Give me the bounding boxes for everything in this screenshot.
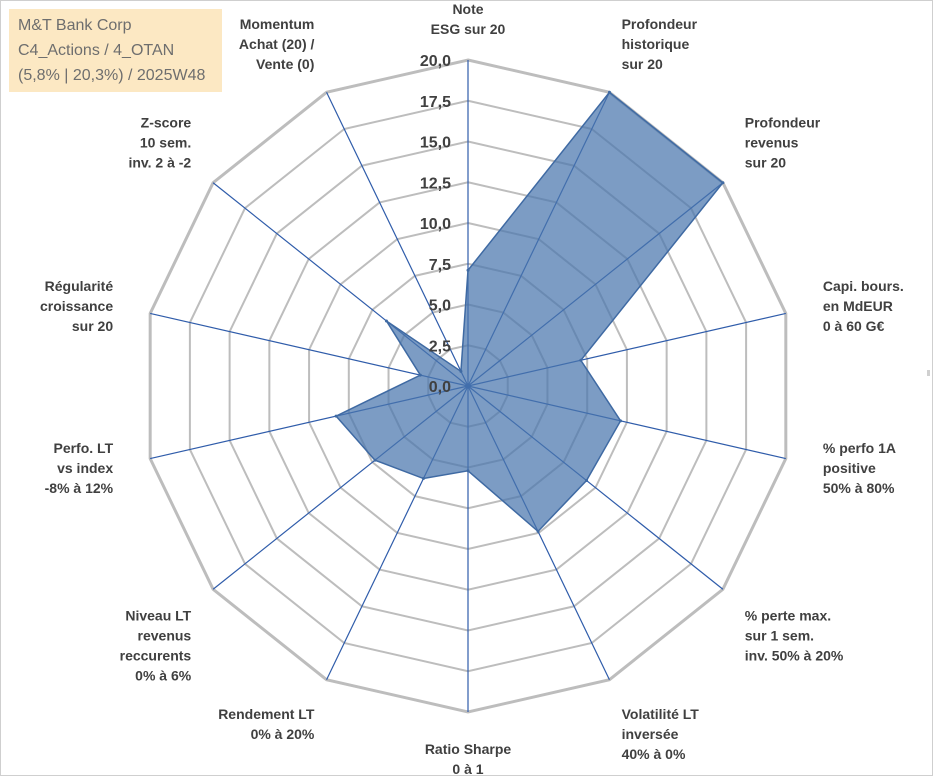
axis-label: revenus: [138, 628, 192, 644]
axis-label: -8% à 12%: [45, 480, 114, 496]
radial-tick-labels: 0,0 2,5 5,0 7,5 10,0 12,5 15,0 17,5 20,0: [420, 53, 451, 396]
axis-label: Z-score: [141, 114, 192, 130]
axis-label: croissance: [40, 298, 113, 314]
axis-label: sur 20: [622, 56, 663, 72]
tick-label: 20,0: [420, 53, 451, 70]
axis-label: sur 20: [745, 154, 786, 170]
series-point: [607, 90, 611, 94]
axis-label: Vente (0): [256, 56, 314, 72]
axis-label: 40% à 0%: [622, 746, 686, 762]
series-point: [466, 268, 470, 272]
axis-label: % perfo 1A: [823, 440, 896, 456]
series-point: [418, 373, 422, 377]
axis-label: 50% à 80%: [823, 480, 895, 496]
series-point: [334, 414, 338, 418]
tick-label: 2,5: [429, 338, 451, 355]
series-point: [466, 469, 470, 473]
axis-spoke: [150, 312, 469, 387]
axis-label: 0% à 20%: [251, 726, 315, 742]
axis-label: 10 sem.: [140, 134, 191, 150]
tick-label: 15,0: [420, 135, 451, 152]
axis-label: 0 à 60 G€: [823, 318, 885, 334]
axis-label: ESG sur 20: [431, 21, 506, 37]
axis-label: Volatilité LT: [622, 706, 700, 722]
axis-label: revenus: [745, 134, 799, 150]
axis-label: Niveau LT: [125, 608, 191, 624]
series-point: [536, 529, 540, 533]
axis-label: Profondeur: [622, 16, 698, 32]
axis-label: Ratio Sharpe: [425, 741, 512, 757]
series-point: [579, 358, 583, 362]
series-point: [373, 458, 377, 462]
scrollbar-hint: [927, 370, 930, 376]
radar-series: [334, 90, 725, 533]
series-point: [421, 477, 425, 481]
axis-label: vs index: [57, 460, 113, 476]
axis-label: Profondeur: [745, 114, 821, 130]
tick-label: 10,0: [420, 216, 451, 233]
tick-label: 7,5: [429, 257, 451, 274]
axis-label: reccurents: [120, 648, 192, 664]
chart-title-box: M&T Bank Corp C4_Actions / 4_OTAN (5,8% …: [9, 9, 222, 92]
axis-label: % perte max.: [745, 608, 831, 624]
series-point: [619, 419, 623, 423]
axis-label: Achat (20) /: [239, 36, 315, 52]
axis-label: en MdEUR: [823, 298, 893, 314]
axis-label: inversée: [622, 726, 679, 742]
series-point: [585, 479, 589, 483]
title-category: C4_Actions / 4_OTAN: [18, 42, 175, 59]
title-company: M&T Bank Corp: [18, 17, 132, 34]
axis-label: Note: [452, 1, 483, 17]
axis-labels: Note ESG sur 20 Profondeur historique sur 20…: [40, 1, 904, 776]
axis-label: inv. 50% à 20%: [745, 648, 844, 664]
axis-label: Perfo. LT: [53, 440, 113, 456]
axis-label: 0 à 1: [452, 761, 483, 776]
axis-label: Capi. bours.: [823, 278, 904, 294]
series-point: [459, 369, 463, 373]
axis-label: sur 1 sem.: [745, 628, 814, 644]
axis-label: historique: [622, 36, 690, 52]
axis-label: inv. 2 à -2: [128, 154, 191, 170]
series-point: [384, 319, 388, 323]
series-point: [721, 181, 725, 185]
tick-label: 0,0: [429, 379, 451, 396]
axis-label: 0% à 6%: [135, 668, 192, 684]
axis-label: Rendement LT: [218, 706, 315, 722]
tick-label: 17,5: [420, 94, 451, 111]
axis-spoke: [326, 92, 469, 387]
axis-label: Momentum: [240, 16, 315, 32]
title-stats: (5,8% | 20,3%) / 2025W48: [18, 67, 206, 84]
axis-label: sur 20: [72, 318, 113, 334]
axis-label: Régularité: [45, 278, 114, 294]
axis-label: positive: [823, 460, 876, 476]
tick-label: 5,0: [429, 298, 451, 315]
tick-label: 12,5: [420, 175, 451, 192]
